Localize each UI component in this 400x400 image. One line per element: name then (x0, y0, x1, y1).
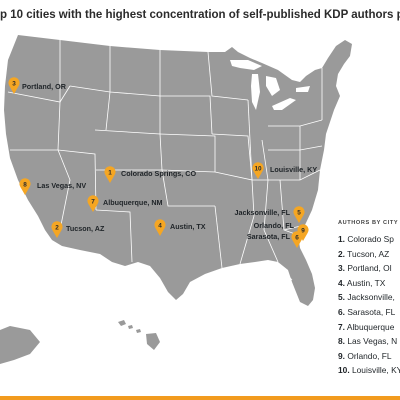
legend-item: 10. Louisville, KY (338, 363, 400, 378)
legend-item-number: 6. (338, 306, 345, 317)
pin-rank: 5 (297, 209, 301, 216)
pin-rank: 6 (295, 234, 299, 241)
pin-rank: 4 (158, 222, 162, 229)
map-pin-3[interactable]: 3 Portland, OR (8, 77, 67, 94)
legend-item-label: Colorado Sp (345, 234, 394, 244)
pin-label: Albuquerque, NM (103, 198, 163, 207)
legend-item-number: 4. (338, 277, 345, 288)
legend-item-number: 1. (338, 234, 345, 244)
legend-item-number: 8. (338, 336, 345, 347)
legend-item-number: 5. (338, 292, 345, 303)
pin-label: Colorado Springs, CO (121, 169, 196, 178)
map-pin-icon (87, 195, 99, 212)
legend-item-label: Las Vegas, N (345, 336, 398, 347)
lake-erie (272, 98, 296, 110)
map-pin-icon (293, 206, 305, 223)
legend-item: 6. Sarasota, FL (338, 305, 400, 320)
legend-item-label: Sarasota, FL (345, 306, 396, 317)
legend-heading: AUTHORS BY CITY (338, 220, 399, 226)
map-pin-icon (19, 178, 31, 195)
pin-rank: 8 (23, 181, 27, 188)
map-pin-10[interactable]: 10 Louisville, KY (252, 162, 317, 179)
pin-rank: 2 (55, 224, 59, 231)
legend-item: 8. Las Vegas, N (338, 334, 400, 349)
map-pin-icon (8, 77, 20, 94)
pin-rank: 7 (91, 198, 95, 205)
legend-item: 2. Tucson, AZ (338, 247, 400, 262)
lake-huron (266, 76, 280, 96)
us-map-svg: 1 Colorado Springs, CO 2 Tucson, AZ 3 Portlan… (0, 35, 352, 364)
pin-rank: 10 (254, 165, 262, 172)
legend-item: 1. Colorado Sp (338, 232, 400, 247)
legend-list: 1. Colorado Sp 2. Tucson, AZ 3. Portland, … (338, 232, 400, 378)
pin-label: Jacksonville, FL (234, 208, 290, 217)
legend-item: 3. Portland, Ol (338, 261, 400, 276)
map-pin-7[interactable]: 7 Albuquerque, NM (87, 195, 163, 212)
map-pin-icon (51, 221, 63, 238)
legend-item-number: 2. (338, 248, 345, 259)
legend-item: 7. Albuquerque (338, 320, 400, 335)
legend-item-label: Albuquerque (345, 321, 395, 332)
map-pin-5[interactable]: 5 Jacksonville, FL (234, 206, 305, 223)
alaska (0, 326, 40, 364)
pin-label: Tucson, AZ (66, 224, 105, 233)
us-map: 1 Colorado Springs, CO 2 Tucson, AZ 3 Portlan… (0, 30, 400, 390)
legend: AUTHORS BY CITY 1. Colorado Sp 2. Tucson,… (338, 220, 400, 390)
pins-layer: 1 Colorado Springs, CO 2 Tucson, AZ 3 Portlan… (8, 77, 317, 248)
pin-label: Portland, OR (22, 82, 67, 91)
brand-accent-bar (0, 396, 400, 400)
pin-label: Las Vegas, NV (37, 181, 86, 190)
map-pin-icon (252, 162, 264, 179)
map-title: p 10 cities with the highest concentrati… (0, 9, 400, 21)
legend-item: 5. Jacksonville, (338, 290, 400, 305)
pin-label: Orlando, FL (254, 221, 295, 230)
pin-rank: 9 (301, 227, 305, 234)
map-pin-icon (297, 224, 309, 241)
legend-item-number: 3. (338, 263, 345, 274)
pin-label: Sarasota, FL (247, 232, 291, 241)
map-pin-2[interactable]: 2 Tucson, AZ (51, 221, 105, 238)
map-pin-icon (154, 219, 166, 236)
legend-item-label: Portland, Ol (345, 263, 392, 274)
legend-item-number: 10. (338, 365, 350, 376)
legend-item: 4. Austin, TX (338, 276, 400, 291)
map-pin-1[interactable]: 1 Colorado Springs, CO (104, 166, 196, 183)
pin-label: Louisville, KY (270, 165, 317, 174)
legend-item: 9. Orlando, FL (338, 349, 400, 364)
pin-label: Austin, TX (170, 222, 206, 231)
legend-item-label: Tucson, AZ (345, 248, 390, 259)
legend-item-number: 7. (338, 321, 345, 332)
map-pin-icon (104, 166, 116, 183)
legend-item-label: Jacksonville, (345, 292, 395, 303)
legend-item-label: Orlando, FL (345, 350, 392, 361)
lake-superior (230, 60, 262, 70)
hawaii (118, 320, 160, 350)
legend-item-label: Austin, TX (345, 277, 386, 288)
map-pin-4[interactable]: 4 Austin, TX (154, 219, 206, 236)
legend-item-number: 9. (338, 350, 345, 361)
pin-rank: 1 (108, 169, 112, 176)
state-borders (7, 40, 323, 281)
lake-ontario (296, 86, 310, 92)
map-pin-8[interactable]: 8 Las Vegas, NV (19, 178, 86, 195)
lake-michigan (251, 74, 260, 110)
pin-rank: 3 (12, 80, 16, 87)
map-pin-9[interactable]: 9 Orlando, FL (254, 221, 309, 241)
legend-item-label: Louisville, KY (349, 365, 400, 376)
